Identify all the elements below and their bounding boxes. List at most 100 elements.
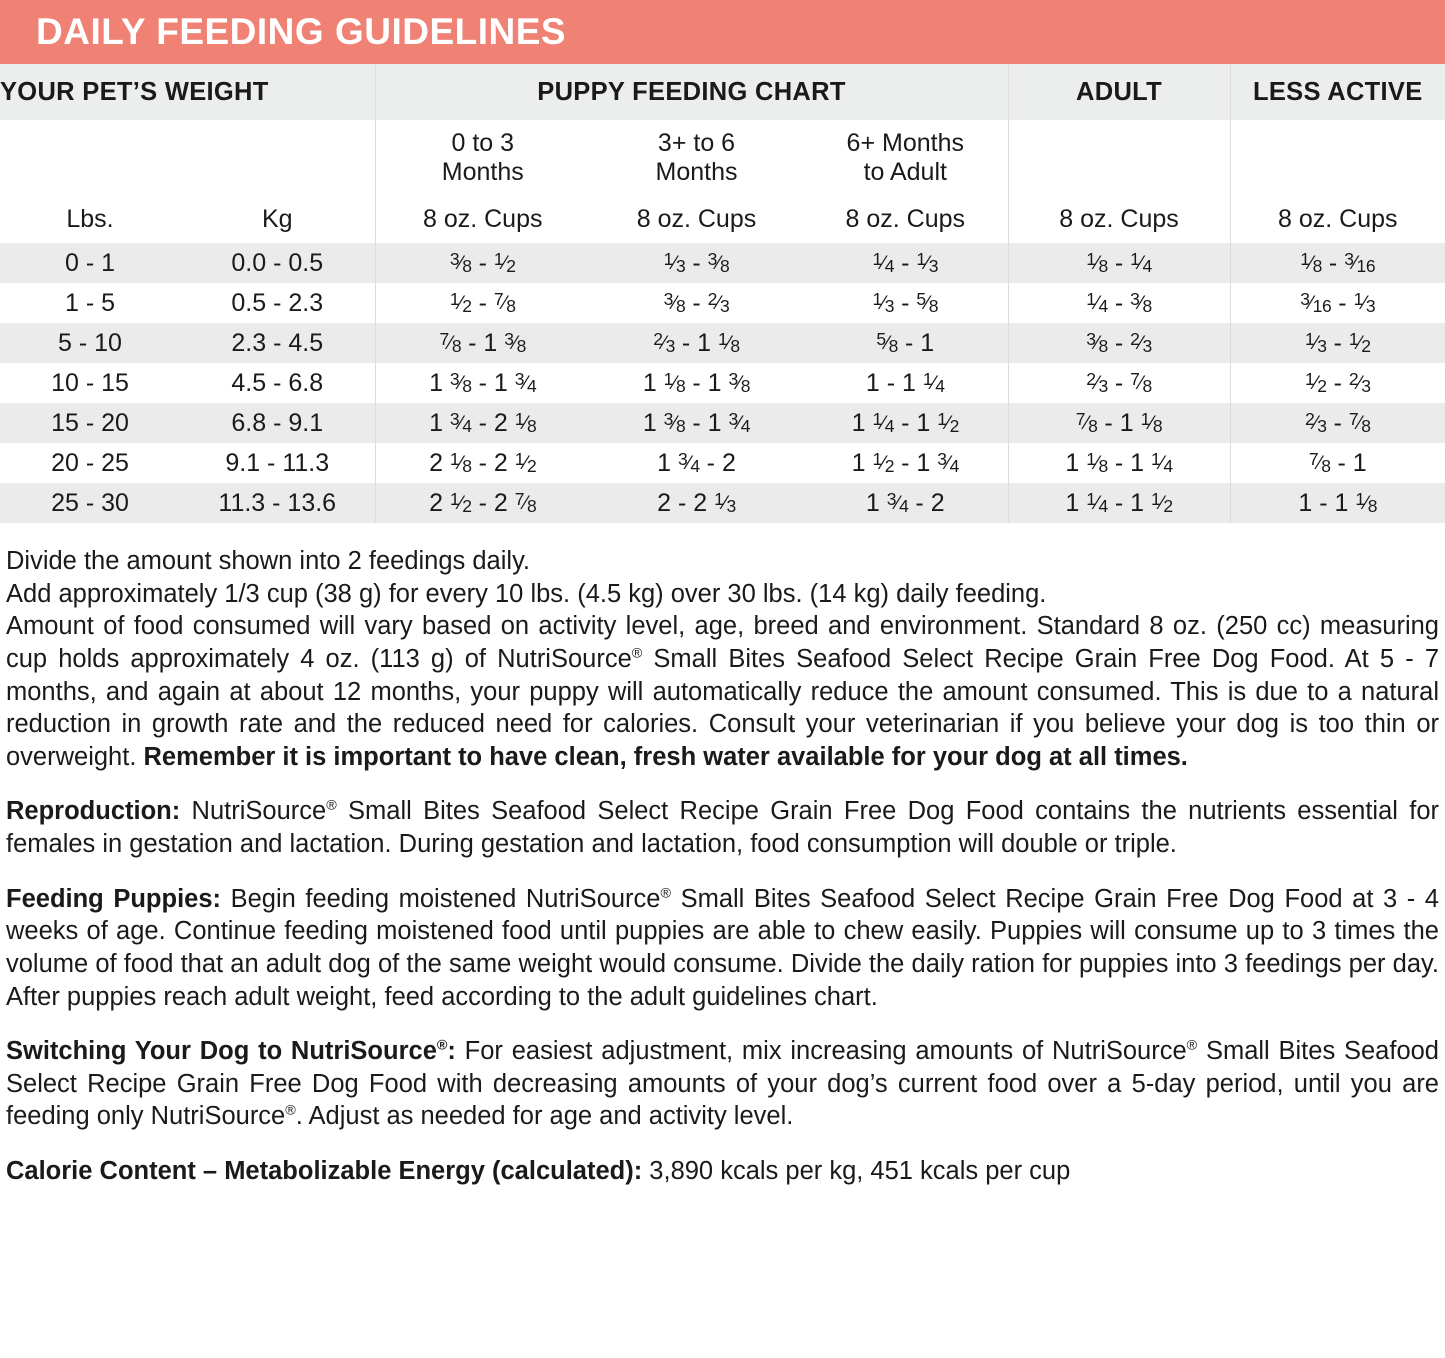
feeding-puppies-part-a: Begin feeding moistened NutriSource bbox=[221, 884, 661, 913]
age-6-adult-line2: to Adult bbox=[863, 158, 947, 186]
cell-puppy-6-adult: 1 3⁄4 - 2 bbox=[803, 483, 1009, 523]
age-0-3-line1: 0 to 3 bbox=[451, 129, 515, 157]
table-row: 25 - 30 11.3 - 13.6 2 1⁄2 - 2 7⁄8 2 - 2 1⁄3… bbox=[0, 483, 1445, 523]
cell-puppy-0-3: 2 1⁄8 - 2 1⁄2 bbox=[374, 443, 590, 483]
table-row: 0 - 1 0.0 - 0.5 3⁄8 - 1⁄2 1⁄3 - 3⁄8 1⁄4 - 1⁄… bbox=[0, 243, 1445, 283]
cell-kg: 6.8 - 9.1 bbox=[180, 403, 375, 443]
cell-puppy-6-adult: 1 - 1 1⁄4 bbox=[803, 363, 1009, 403]
registered-mark-icon: ® bbox=[285, 1102, 296, 1119]
table-row: 1 - 5 0.5 - 2.3 1⁄2 - 7⁄8 3⁄8 - 2⁄3 1⁄3 - 5⁄… bbox=[0, 283, 1445, 323]
cell-lbs: 10 - 15 bbox=[0, 363, 180, 403]
cell-puppy-6-adult: 1⁄3 - 5⁄8 bbox=[803, 283, 1009, 323]
switching-part-c: . Adjust as needed for age and activity … bbox=[295, 1102, 794, 1131]
cell-puppy-0-3: 2 1⁄2 - 2 7⁄8 bbox=[374, 483, 590, 523]
cell-adult: 1⁄4 - 3⁄8 bbox=[1007, 283, 1231, 323]
age-header-blank-adult bbox=[1007, 120, 1231, 196]
registered-mark-icon: ® bbox=[326, 797, 337, 814]
calorie-content-label: Calorie Content – Metabolizable Energy (… bbox=[6, 1157, 643, 1185]
switching-label-part-a: Switching Your Dog to NutriSource bbox=[6, 1037, 437, 1066]
cell-less-active: 7⁄8 - 1 bbox=[1229, 443, 1445, 483]
unit-p3: 8 oz. Cups bbox=[803, 196, 1009, 243]
cell-lbs: 20 - 25 bbox=[0, 443, 180, 483]
age-header-6-adult: 6+ Months to Adult bbox=[803, 120, 1009, 196]
note-amount-part-b: Small Bites Seafood Select Recipe Grain … bbox=[6, 644, 1439, 771]
cell-less-active: 1⁄3 - 1⁄2 bbox=[1229, 323, 1445, 363]
cell-lbs: 0 - 1 bbox=[0, 243, 180, 283]
note-amount-part-a: Amount of food consumed will vary based … bbox=[6, 612, 1439, 673]
table-row: 15 - 20 6.8 - 9.1 1 3⁄4 - 2 1⁄8 1 3⁄8 - 1 3… bbox=[0, 403, 1445, 443]
cell-puppy-6-adult: 1⁄4 - 1⁄3 bbox=[803, 243, 1009, 283]
cell-lbs: 1 - 5 bbox=[0, 283, 180, 323]
unit-p1: 8 oz. Cups bbox=[374, 196, 590, 243]
cell-adult: 3⁄8 - 2⁄3 bbox=[1007, 323, 1231, 363]
note-switching-food: Switching Your Dog to NutriSource®: For … bbox=[6, 1035, 1439, 1133]
age-header-row: 0 to 3 Months 3+ to 6 Months 6+ Months t… bbox=[0, 120, 1445, 196]
age-0-3-line2: Months bbox=[441, 158, 524, 186]
age-3-6-line1: 3+ to 6 bbox=[657, 129, 736, 157]
cell-puppy-6-adult: 1 1⁄4 - 1 1⁄2 bbox=[803, 403, 1009, 443]
cell-puppy-3-6: 2 - 2 1⁄3 bbox=[590, 483, 803, 523]
cell-puppy-0-3: 7⁄8 - 1 3⁄8 bbox=[374, 323, 590, 363]
registered-mark-icon: ® bbox=[436, 1037, 448, 1054]
note-divide-amount: Divide the amount shown into 2 feedings … bbox=[6, 547, 531, 575]
cell-puppy-3-6: 2⁄3 - 1 1⁄8 bbox=[590, 323, 803, 363]
cell-kg: 9.1 - 11.3 bbox=[180, 443, 375, 483]
registered-mark-icon: ® bbox=[631, 645, 643, 662]
cell-puppy-0-3: 1 3⁄4 - 2 1⁄8 bbox=[374, 403, 590, 443]
switching-part-a: For easiest adjustment, mix increasing a… bbox=[455, 1037, 1187, 1066]
reproduction-part-a: NutriSource bbox=[180, 797, 327, 826]
note-water-reminder: Remember it is important to have clean, … bbox=[143, 742, 1188, 771]
reproduction-part-b: Small Bites Seafood Select Recipe Grain … bbox=[6, 797, 1439, 858]
age-3-6-line2: Months bbox=[655, 158, 738, 186]
cell-less-active: 1⁄2 - 2⁄3 bbox=[1229, 363, 1445, 403]
table-head: YOUR PET’S WEIGHT PUPPY FEEDING CHART AD… bbox=[0, 64, 1445, 243]
calorie-content-value: 3,890 kcals per kg, 451 kcals per cup bbox=[642, 1157, 1071, 1185]
cell-lbs: 15 - 20 bbox=[0, 403, 180, 443]
cell-kg: 4.5 - 6.8 bbox=[180, 363, 375, 403]
note-feeding-puppies: Feeding Puppies: Begin feeding moistened… bbox=[6, 883, 1439, 1014]
cell-kg: 0.0 - 0.5 bbox=[180, 243, 375, 283]
cell-adult: 1 1⁄4 - 1 1⁄2 bbox=[1007, 483, 1231, 523]
registered-mark-icon: ® bbox=[660, 885, 671, 902]
header-less-active: LESS ACTIVE bbox=[1229, 64, 1445, 120]
daily-feeding-table: YOUR PET’S WEIGHT PUPPY FEEDING CHART AD… bbox=[0, 64, 1445, 523]
unit-lbs: Lbs. bbox=[0, 196, 180, 243]
age-header-blank-kg bbox=[180, 120, 375, 196]
reproduction-label: Reproduction: bbox=[6, 797, 181, 826]
cell-kg: 11.3 - 13.6 bbox=[180, 483, 375, 523]
feeding-puppies-part-b: Small Bites Seafood Select Recipe Grain … bbox=[6, 884, 1439, 1011]
unit-less-active: 8 oz. Cups bbox=[1229, 196, 1445, 243]
page-title: DAILY FEEDING GUIDELINES bbox=[36, 11, 567, 52]
table-body: 0 - 1 0.0 - 0.5 3⁄8 - 1⁄2 1⁄3 - 3⁄8 1⁄4 - 1⁄… bbox=[0, 243, 1445, 523]
feeding-puppies-label: Feeding Puppies: bbox=[6, 884, 222, 913]
cell-puppy-0-3: 1⁄2 - 7⁄8 bbox=[374, 283, 590, 323]
cell-lbs: 25 - 30 bbox=[0, 483, 180, 523]
cell-puppy-3-6: 1 1⁄8 - 1 3⁄8 bbox=[590, 363, 803, 403]
cell-less-active: 2⁄3 - 7⁄8 bbox=[1229, 403, 1445, 443]
age-header-blank-less-active bbox=[1229, 120, 1445, 196]
note-add-approximately: Add approximately 1/3 cup (38 g) for eve… bbox=[6, 579, 1047, 608]
cell-puppy-6-adult: 1 1⁄2 - 1 3⁄4 bbox=[803, 443, 1009, 483]
switching-label-part-b: : bbox=[447, 1037, 456, 1066]
title-banner: DAILY FEEDING GUIDELINES bbox=[0, 0, 1445, 64]
unit-adult: 8 oz. Cups bbox=[1007, 196, 1231, 243]
age-header-3-6-months: 3+ to 6 Months bbox=[590, 120, 803, 196]
group-header-row: YOUR PET’S WEIGHT PUPPY FEEDING CHART AD… bbox=[0, 64, 1445, 120]
table-row: 5 - 10 2.3 - 4.5 7⁄8 - 1 3⁄8 2⁄3 - 1 1⁄8 5⁄8… bbox=[0, 323, 1445, 363]
cell-puppy-3-6: 3⁄8 - 2⁄3 bbox=[590, 283, 803, 323]
header-your-pets-weight: YOUR PET’S WEIGHT bbox=[0, 64, 375, 120]
feeding-notes: Divide the amount shown into 2 feedings … bbox=[0, 523, 1445, 1188]
cell-adult: 2⁄3 - 7⁄8 bbox=[1007, 363, 1231, 403]
cell-kg: 2.3 - 4.5 bbox=[180, 323, 375, 363]
cell-less-active: 1⁄8 - 3⁄16 bbox=[1229, 243, 1445, 283]
cell-puppy-3-6: 1 3⁄8 - 1 3⁄4 bbox=[590, 403, 803, 443]
header-adult: ADULT bbox=[1007, 64, 1231, 120]
cell-puppy-6-adult: 5⁄8 - 1 bbox=[803, 323, 1009, 363]
registered-mark-icon: ® bbox=[1186, 1037, 1198, 1054]
switching-part-b: Small Bites Seafood Select Recipe Grain … bbox=[6, 1037, 1439, 1131]
cell-puppy-3-6: 1 3⁄4 - 2 bbox=[590, 443, 803, 483]
cell-puppy-0-3: 3⁄8 - 1⁄2 bbox=[374, 243, 590, 283]
note-calorie-content: Calorie Content – Metabolizable Energy (… bbox=[6, 1155, 1439, 1188]
age-header-0-3-months: 0 to 3 Months bbox=[374, 120, 590, 196]
